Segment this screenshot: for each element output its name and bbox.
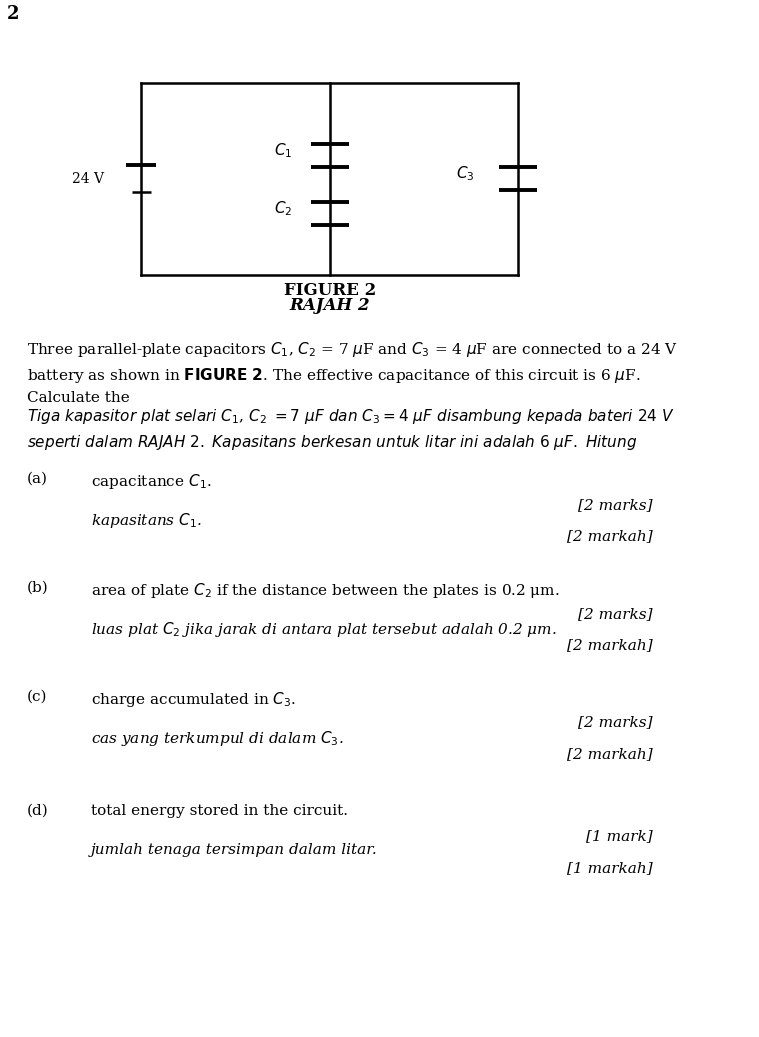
Text: RAJAH 2: RAJAH 2	[289, 298, 370, 314]
Text: FIGURE 2: FIGURE 2	[284, 282, 376, 299]
Text: [1 mark]: [1 mark]	[586, 830, 653, 844]
Text: (d): (d)	[27, 804, 49, 818]
Text: [2 marks]: [2 marks]	[578, 607, 653, 621]
Text: (a): (a)	[27, 472, 48, 486]
Text: charge accumulated in $C_3$.: charge accumulated in $C_3$.	[91, 690, 296, 708]
Text: $C_3$: $C_3$	[456, 164, 474, 184]
Text: [2 markah]: [2 markah]	[567, 638, 653, 652]
Text: (c): (c)	[27, 690, 47, 704]
Text: $\it{Tiga\ kapasitor\ plat\ selari}$ $\it{C_1}$, $\it{C_2}$ $\it{= 7\ \mu F\ dan: $\it{Tiga\ kapasitor\ plat\ selari}$ $\i…	[27, 407, 675, 451]
Text: area of plate $C_2$ if the distance between the plates is 0.2 μm.: area of plate $C_2$ if the distance betw…	[91, 581, 559, 599]
Text: [2 marks]: [2 marks]	[578, 498, 653, 512]
Text: Three parallel-plate capacitors $C_1$, $C_2$ = 7 $\mu$F and $C_3$ = 4 $\mu$F are: Three parallel-plate capacitors $C_1$, $…	[27, 340, 678, 404]
Text: (b): (b)	[27, 581, 49, 595]
Text: [2 markah]: [2 markah]	[567, 747, 653, 761]
Text: [2 markah]: [2 markah]	[567, 529, 653, 543]
Text: cas yang terkumpul di dalam $C_3$.: cas yang terkumpul di dalam $C_3$.	[91, 729, 344, 748]
Text: luas plat $C_2$ jika jarak di antara plat tersebut adalah 0.2 μm.: luas plat $C_2$ jika jarak di antara pla…	[91, 620, 556, 639]
Text: [2 marks]: [2 marks]	[578, 716, 653, 730]
Text: 24 V: 24 V	[72, 172, 104, 186]
Text: 2: 2	[7, 5, 19, 23]
Text: kapasitans $C_1$.: kapasitans $C_1$.	[91, 511, 202, 530]
Text: [1 markah]: [1 markah]	[567, 861, 653, 875]
Text: $C_1$: $C_1$	[274, 141, 293, 160]
Text: total energy stored in the circuit.: total energy stored in the circuit.	[91, 804, 348, 818]
Text: $C_2$: $C_2$	[274, 199, 293, 218]
Text: capacitance $C_1$.: capacitance $C_1$.	[91, 472, 212, 491]
Text: jumlah tenaga tersimpan dalam litar.: jumlah tenaga tersimpan dalam litar.	[91, 843, 377, 858]
